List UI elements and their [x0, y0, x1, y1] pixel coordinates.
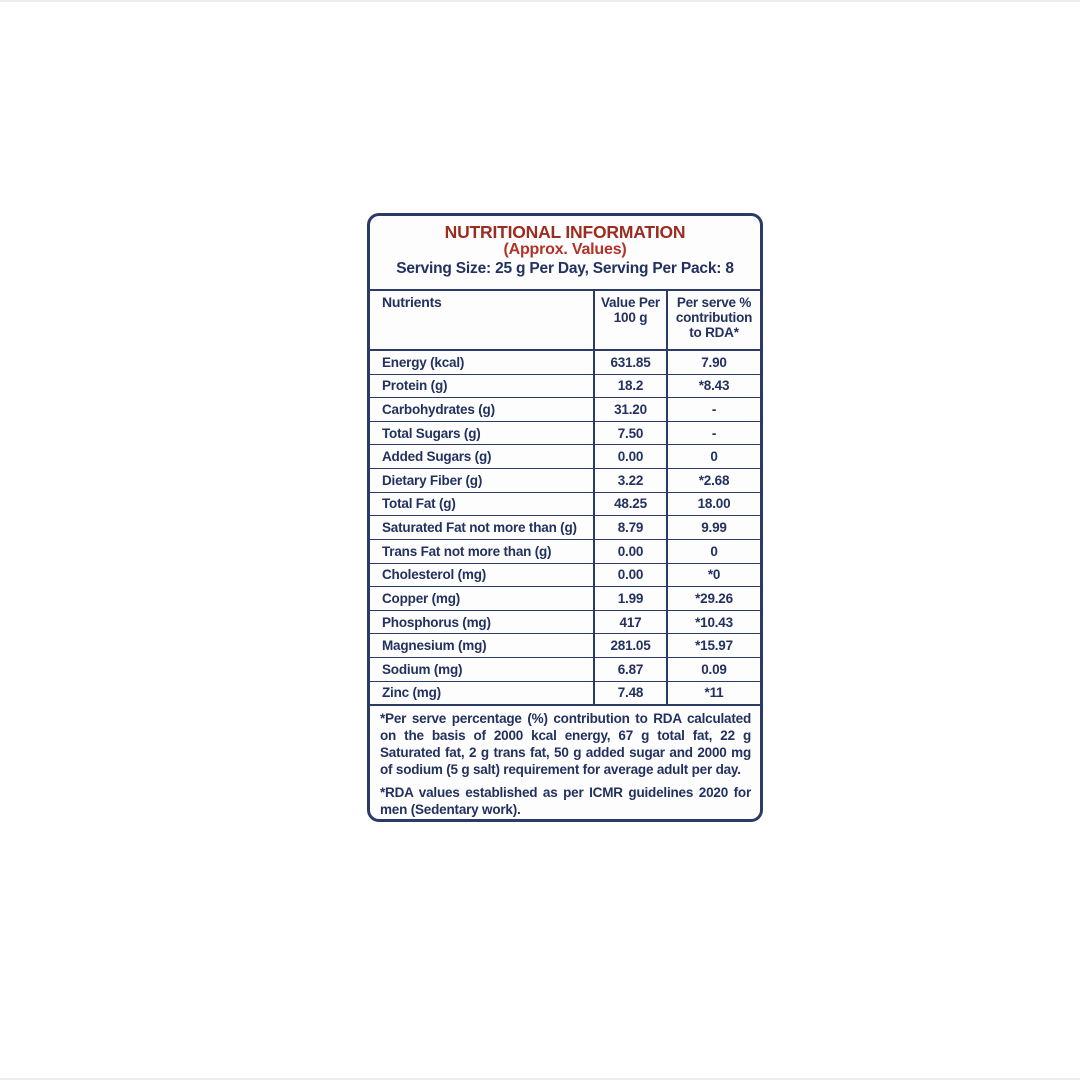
table-header-row: Nutrients Value Per 100 g Per serve % co… [370, 291, 760, 352]
value-cell: 0.00 [593, 563, 666, 587]
table-row: Cholesterol (mg) 0.00 *0 [370, 562, 760, 587]
table-row: Copper (mg) 1.99 *29.26 [370, 586, 760, 610]
table-row: Total Sugars (g) 7.50 - [370, 420, 760, 445]
rda-cell: *0 [666, 563, 760, 587]
label-header: NUTRITIONAL INFORMATION (Approx. Values)… [370, 216, 760, 292]
value-cell: 0.00 [593, 445, 666, 469]
table-row: Saturated Fat not more than (g) 8.79 9.9… [370, 515, 760, 539]
table-row: Total Fat (g) 48.25 18.00 [370, 491, 760, 516]
table-row: Sodium (mg) 6.87 0.09 [370, 656, 760, 681]
rda-cell: 0.09 [666, 657, 760, 681]
image-top-border [0, 0, 1080, 2]
rda-cell: *10.43 [666, 610, 760, 634]
nutrient-name-cell: Phosphorus (mg) [382, 614, 491, 630]
footnotes-section: *Per serve percentage (%) contribution t… [370, 706, 760, 819]
nutrient-name-cell: Total Fat (g) [382, 496, 456, 512]
label-subtitle: (Approx. Values) [503, 241, 627, 258]
table-row: Carbohydrates (g) 31.20 - [370, 397, 760, 421]
nutrient-name-cell: Protein (g) [382, 378, 448, 394]
rda-cell: *2.68 [666, 469, 760, 492]
rda-cell: *29.26 [666, 587, 760, 610]
nutrient-name-cell: Total Sugars (g) [382, 425, 481, 441]
footnote-icmr-guidelines: *RDA values established as per ICMR guid… [380, 785, 751, 818]
table-row: Dietary Fiber (g) 3.22 *2.68 [370, 468, 760, 492]
nutrient-name-cell: Trans Fat not more than (g) [382, 543, 552, 559]
nutrient-name-cell: Added Sugars (g) [382, 449, 492, 465]
rda-cell: 0 [666, 539, 760, 563]
nutrition-table-body: Energy (kcal) 631.85 7.90 Protein (g) 18… [370, 351, 760, 707]
rda-cell: 18.00 [666, 492, 760, 516]
table-row: Energy (kcal) 631.85 7.90 [370, 351, 760, 374]
nutrient-name-cell: Saturated Fat not more than (g) [382, 520, 577, 536]
nutrient-name-cell: Carbohydrates (g) [382, 402, 495, 418]
value-cell: 3.22 [593, 469, 666, 492]
table-row: Phosphorus (mg) 417 *10.43 [370, 609, 760, 634]
value-cell: 0.00 [593, 539, 666, 563]
table-row: Protein (g) 18.2 *8.43 [370, 373, 760, 398]
value-cell: 8.79 [593, 516, 666, 539]
value-cell: 6.87 [593, 657, 666, 681]
value-cell: 18.2 [593, 374, 666, 398]
table-row: Zinc (mg) 7.48 *11 [370, 680, 760, 705]
value-cell: 1.99 [593, 587, 666, 610]
value-cell: 7.50 [593, 421, 666, 445]
value-cell: 7.48 [593, 681, 666, 705]
nutrient-name-cell: Dietary Fiber (g) [382, 472, 483, 488]
rda-cell: *11 [666, 681, 760, 705]
footnote-rda-calculation: *Per serve percentage (%) contribution t… [380, 711, 751, 777]
rda-cell: *15.97 [666, 634, 760, 657]
value-cell: 631.85 [593, 351, 666, 374]
nutrient-name-cell: Copper (mg) [382, 590, 461, 606]
column-header-nutrients: Nutrients [382, 294, 442, 311]
nutrient-name-cell: Energy (kcal) [382, 354, 465, 370]
table-row: Added Sugars (g) 0.00 0 [370, 444, 760, 469]
table-row: Magnesium (mg) 281.05 *15.97 [370, 633, 760, 657]
rda-cell: 0 [666, 445, 760, 469]
value-cell: 417 [593, 610, 666, 634]
nutrition-label: NUTRITIONAL INFORMATION (Approx. Values)… [367, 213, 763, 822]
value-cell: 31.20 [593, 398, 666, 421]
nutrient-name-cell: Sodium (mg) [382, 661, 463, 677]
column-header-value-per-100g: Value Per 100 g [593, 291, 666, 350]
rda-cell: - [666, 398, 760, 421]
image-bottom-border [0, 1078, 1080, 1080]
rda-cell: - [666, 421, 760, 445]
nutrient-name-cell: Cholesterol (mg) [382, 567, 487, 583]
rda-cell: *8.43 [666, 374, 760, 398]
value-cell: 48.25 [593, 492, 666, 516]
rda-cell: 7.90 [666, 351, 760, 374]
nutrient-name-cell: Magnesium (mg) [382, 638, 487, 654]
nutrient-name-cell: Zinc (mg) [382, 685, 441, 701]
rda-cell: 9.99 [666, 516, 760, 539]
value-cell: 281.05 [593, 634, 666, 657]
label-title: NUTRITIONAL INFORMATION [444, 222, 686, 242]
serving-size-line: Serving Size: 25 g Per Day, Serving Per … [396, 260, 734, 277]
table-row: Trans Fat not more than (g) 0.00 0 [370, 538, 760, 563]
column-header-per-serve-rda: Per serve % contribution to RDA* [666, 291, 760, 350]
